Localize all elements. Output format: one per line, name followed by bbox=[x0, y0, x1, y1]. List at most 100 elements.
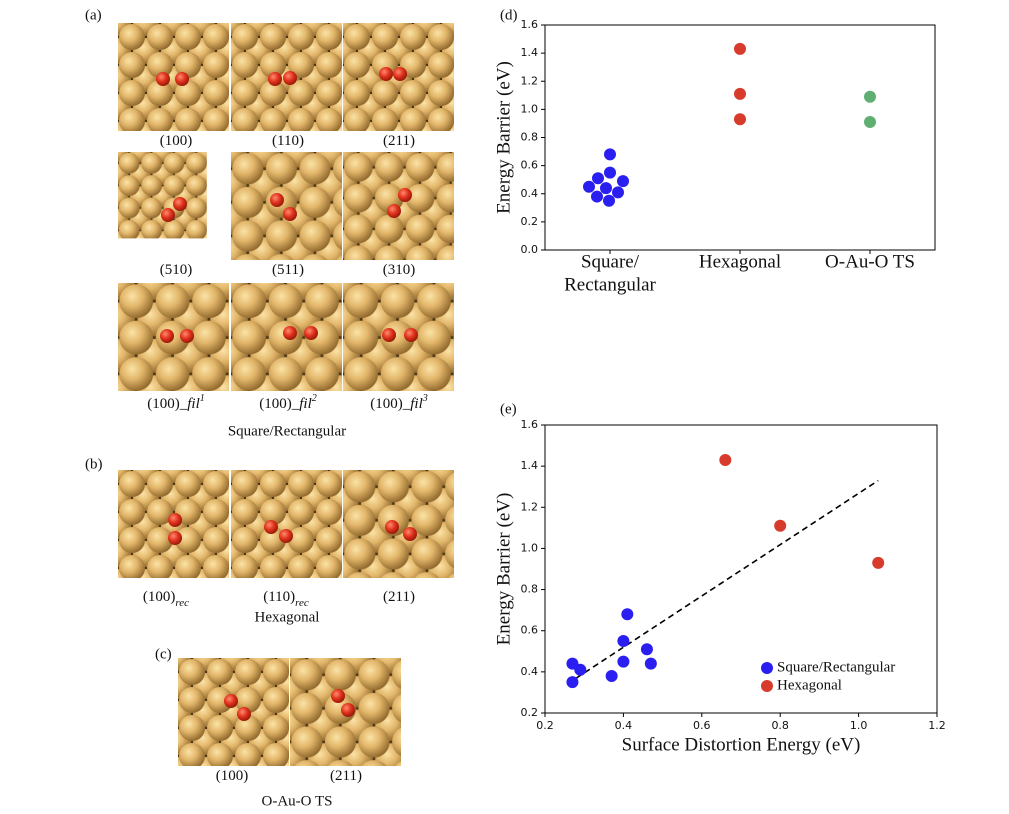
panel-label: (d) bbox=[500, 7, 518, 23]
oxygen-atom bbox=[168, 513, 182, 527]
oxygen-atom bbox=[382, 328, 396, 342]
data-point bbox=[617, 175, 629, 188]
image-mask bbox=[454, 152, 494, 260]
gold-surface bbox=[343, 152, 466, 271]
y-axis-label: Energy Barrier (eV) bbox=[493, 61, 514, 214]
facet-label-text: (110) bbox=[263, 589, 295, 605]
plot-frame bbox=[544, 424, 938, 714]
data-point bbox=[864, 116, 876, 129]
facet-label: (211) bbox=[383, 589, 415, 605]
oxygen-atom bbox=[156, 72, 170, 86]
facet-label-italic: fil bbox=[299, 396, 312, 412]
x-tick-label: 0.8 bbox=[771, 719, 789, 732]
data-point bbox=[605, 669, 618, 682]
panel-caption: O-Au-O TS bbox=[262, 793, 333, 809]
gold-surface bbox=[118, 152, 207, 239]
oxygen-atom bbox=[387, 204, 401, 218]
facet-label-text: (100) bbox=[160, 133, 193, 149]
facet-label: (100)_fil2 bbox=[259, 393, 317, 412]
image-mask bbox=[343, 391, 494, 431]
y-tick-label: 0.2 bbox=[521, 706, 539, 719]
facet-label: (510) bbox=[160, 262, 193, 278]
legend-label: Square/Rectangular bbox=[777, 659, 895, 675]
surface-image bbox=[343, 23, 494, 171]
y-tick-label: 0.2 bbox=[521, 215, 539, 228]
image-mask bbox=[343, 578, 494, 618]
image-mask bbox=[454, 283, 494, 391]
facet-label-text: (100) bbox=[143, 589, 176, 605]
trend-line bbox=[575, 479, 879, 679]
oxygen-atom bbox=[403, 527, 417, 541]
oxygen-atom bbox=[224, 694, 238, 708]
x-tick-label: 1.2 bbox=[928, 719, 946, 732]
data-point bbox=[872, 556, 885, 569]
plot-frame bbox=[544, 24, 936, 251]
facet-label-sub: rec bbox=[175, 597, 189, 609]
data-point bbox=[604, 166, 616, 179]
facet-label-text: (510) bbox=[160, 262, 193, 278]
facet-label-text: (211) bbox=[383, 589, 415, 605]
oxygen-atom bbox=[283, 326, 297, 340]
facet-label-sub: rec bbox=[295, 597, 309, 609]
y-tick-label: 0.4 bbox=[521, 665, 539, 678]
data-point bbox=[583, 180, 595, 193]
facet-label-sup: 1 bbox=[200, 393, 205, 404]
image-mask bbox=[454, 470, 494, 578]
gold-surface bbox=[118, 23, 229, 131]
y-tick-label: 1.0 bbox=[521, 541, 539, 554]
surface-image bbox=[343, 470, 494, 618]
x-tick-label: 0.4 bbox=[615, 719, 633, 732]
data-point bbox=[734, 87, 746, 100]
facet-label: (211) bbox=[330, 768, 362, 784]
data-point bbox=[734, 113, 746, 126]
facet-label-italic: fil bbox=[187, 396, 200, 412]
facet-label-text: (100)_ bbox=[259, 396, 299, 412]
oxygen-atom bbox=[379, 67, 393, 81]
panel-label: (b) bbox=[85, 456, 103, 472]
data-point bbox=[612, 186, 624, 199]
facet-label-text: (100) bbox=[216, 768, 249, 784]
surface-image bbox=[343, 283, 494, 431]
x-tick-label: 0.6 bbox=[693, 719, 711, 732]
x-tick-label: Square/ bbox=[581, 251, 640, 272]
oxygen-atom bbox=[398, 188, 412, 202]
data-point bbox=[591, 190, 603, 203]
facet-label-sup: 2 bbox=[312, 393, 317, 404]
surface-image bbox=[290, 658, 441, 806]
facet-label-text: (211) bbox=[383, 133, 415, 149]
x-tick-label: Rectangular bbox=[564, 274, 656, 295]
panel-label: (e) bbox=[500, 401, 517, 417]
oxygen-atom bbox=[331, 689, 345, 703]
facet-label: (511) bbox=[272, 262, 304, 278]
image-mask bbox=[454, 23, 494, 131]
image-mask bbox=[290, 766, 441, 806]
oxygen-atom bbox=[283, 71, 297, 85]
oxygen-atom bbox=[175, 72, 189, 86]
oxygen-atom bbox=[283, 207, 297, 221]
facet-label-text: (211) bbox=[330, 768, 362, 784]
data-point bbox=[604, 148, 616, 161]
data-point bbox=[566, 676, 579, 689]
oxygen-atom bbox=[279, 529, 293, 543]
oxygen-atom bbox=[341, 703, 355, 717]
x-tick-label: 0.2 bbox=[536, 719, 554, 732]
facet-label: (100) bbox=[216, 768, 249, 784]
y-tick-label: 0.4 bbox=[521, 187, 539, 200]
y-tick-label: 1.6 bbox=[521, 18, 539, 31]
legend-marker bbox=[761, 662, 773, 674]
y-tick-label: 0.8 bbox=[521, 583, 539, 596]
oxygen-atom bbox=[237, 707, 251, 721]
legend-marker bbox=[761, 680, 773, 692]
y-tick-label: 1.6 bbox=[521, 418, 539, 431]
facet-label: (310) bbox=[383, 262, 416, 278]
facet-label-text: (310) bbox=[383, 262, 416, 278]
data-point bbox=[617, 635, 630, 647]
data-point bbox=[600, 182, 612, 195]
data-point bbox=[774, 519, 787, 532]
panel-label: (c) bbox=[155, 646, 172, 662]
oxygen-atom bbox=[268, 72, 282, 86]
facet-label-text: (100)_ bbox=[147, 396, 187, 412]
legend-label: Hexagonal bbox=[777, 677, 842, 693]
facet-label-text: (110) bbox=[272, 133, 304, 149]
